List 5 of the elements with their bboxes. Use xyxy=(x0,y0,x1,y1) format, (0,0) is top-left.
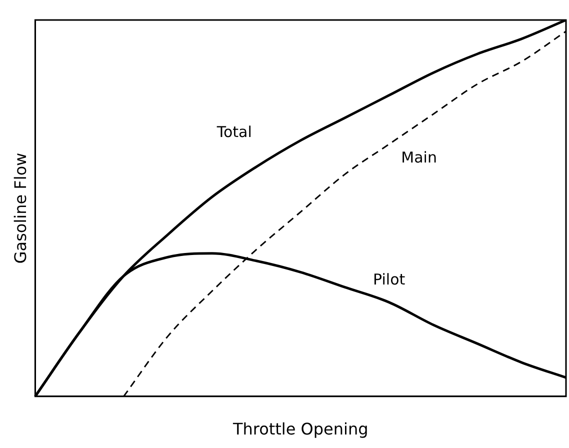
series-label: Total xyxy=(216,123,252,142)
x-axis-title: Throttle Opening xyxy=(232,420,368,439)
y-axis-title: Gasoline Flow xyxy=(10,152,30,264)
series-label: Pilot xyxy=(373,270,406,289)
series-label: Main xyxy=(401,148,437,167)
